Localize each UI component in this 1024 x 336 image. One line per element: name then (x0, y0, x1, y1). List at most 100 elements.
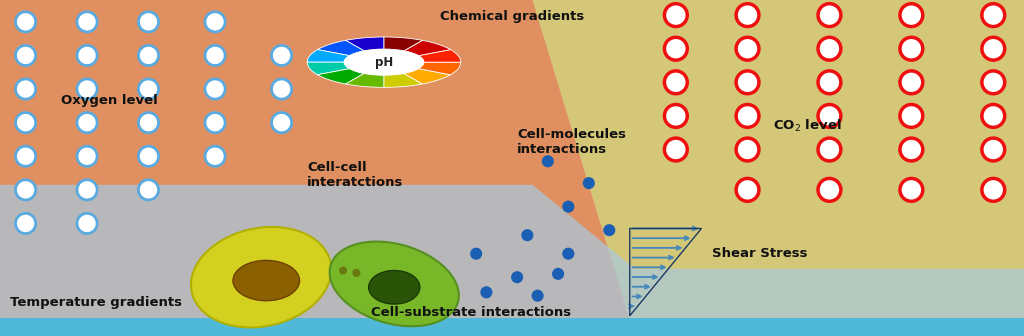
Ellipse shape (736, 104, 759, 127)
Ellipse shape (470, 248, 482, 260)
Ellipse shape (562, 201, 574, 213)
Ellipse shape (818, 37, 841, 60)
Ellipse shape (900, 4, 923, 27)
Polygon shape (532, 0, 1024, 336)
Ellipse shape (15, 12, 36, 32)
Ellipse shape (542, 155, 554, 167)
Ellipse shape (665, 71, 687, 94)
Ellipse shape (205, 79, 225, 99)
Ellipse shape (900, 178, 923, 201)
Wedge shape (307, 62, 349, 75)
Text: CO$_2$ level: CO$_2$ level (773, 118, 842, 134)
Wedge shape (403, 69, 451, 84)
Ellipse shape (982, 37, 1005, 60)
Ellipse shape (190, 227, 332, 328)
Ellipse shape (982, 4, 1005, 27)
Ellipse shape (369, 270, 420, 304)
Ellipse shape (271, 45, 292, 66)
Ellipse shape (736, 138, 759, 161)
Ellipse shape (603, 224, 615, 236)
Ellipse shape (271, 79, 292, 99)
Ellipse shape (665, 4, 687, 27)
Ellipse shape (665, 104, 687, 127)
Ellipse shape (205, 146, 225, 166)
Wedge shape (384, 37, 422, 51)
Text: Cell-cell
interatctions: Cell-cell interatctions (307, 161, 403, 189)
Ellipse shape (352, 269, 360, 277)
Wedge shape (384, 74, 422, 87)
Ellipse shape (77, 45, 97, 66)
Text: Shear Stress: Shear Stress (712, 247, 807, 260)
Wedge shape (317, 69, 365, 84)
Ellipse shape (818, 138, 841, 161)
Ellipse shape (818, 4, 841, 27)
Ellipse shape (583, 177, 595, 189)
Ellipse shape (736, 4, 759, 27)
Polygon shape (0, 0, 635, 336)
Wedge shape (307, 50, 349, 62)
Text: Cell-substrate interactions: Cell-substrate interactions (371, 306, 571, 319)
Wedge shape (317, 40, 365, 56)
Ellipse shape (233, 260, 299, 301)
Ellipse shape (818, 71, 841, 94)
Ellipse shape (15, 180, 36, 200)
Text: pH: pH (375, 56, 393, 69)
Ellipse shape (15, 113, 36, 133)
Ellipse shape (531, 290, 544, 302)
Polygon shape (0, 185, 1024, 336)
Ellipse shape (77, 213, 97, 234)
Ellipse shape (736, 71, 759, 94)
Circle shape (344, 49, 424, 75)
Ellipse shape (562, 248, 574, 260)
Ellipse shape (205, 45, 225, 66)
Ellipse shape (736, 178, 759, 201)
Ellipse shape (77, 79, 97, 99)
Text: Temperature gradients: Temperature gradients (10, 296, 182, 309)
Ellipse shape (982, 71, 1005, 94)
Ellipse shape (511, 271, 523, 283)
Ellipse shape (138, 12, 159, 32)
Ellipse shape (205, 12, 225, 32)
Ellipse shape (15, 45, 36, 66)
Text: Cell-molecules
interactions: Cell-molecules interactions (517, 128, 626, 156)
Ellipse shape (521, 229, 534, 241)
Ellipse shape (15, 146, 36, 166)
Ellipse shape (818, 104, 841, 127)
Ellipse shape (665, 37, 687, 60)
Ellipse shape (138, 180, 159, 200)
Ellipse shape (480, 286, 493, 298)
Ellipse shape (138, 45, 159, 66)
Wedge shape (345, 74, 384, 87)
Ellipse shape (77, 12, 97, 32)
Ellipse shape (77, 146, 97, 166)
Ellipse shape (205, 113, 225, 133)
Ellipse shape (982, 138, 1005, 161)
Ellipse shape (900, 71, 923, 94)
Wedge shape (419, 50, 461, 62)
Ellipse shape (982, 104, 1005, 127)
Ellipse shape (15, 79, 36, 99)
Ellipse shape (271, 113, 292, 133)
Ellipse shape (736, 37, 759, 60)
Ellipse shape (900, 37, 923, 60)
Ellipse shape (15, 213, 36, 234)
Polygon shape (0, 318, 1024, 336)
Ellipse shape (818, 178, 841, 201)
Wedge shape (346, 37, 384, 51)
Text: Oxygen level: Oxygen level (61, 94, 158, 107)
Ellipse shape (900, 138, 923, 161)
Ellipse shape (339, 266, 347, 275)
Ellipse shape (665, 138, 687, 161)
Wedge shape (403, 40, 451, 56)
Ellipse shape (77, 180, 97, 200)
Ellipse shape (138, 113, 159, 133)
Ellipse shape (552, 268, 564, 280)
Wedge shape (419, 62, 461, 75)
Ellipse shape (77, 113, 97, 133)
Ellipse shape (982, 178, 1005, 201)
Ellipse shape (900, 104, 923, 127)
Ellipse shape (138, 146, 159, 166)
Ellipse shape (330, 242, 459, 326)
Text: Chemical gradients: Chemical gradients (440, 10, 585, 23)
Ellipse shape (138, 79, 159, 99)
